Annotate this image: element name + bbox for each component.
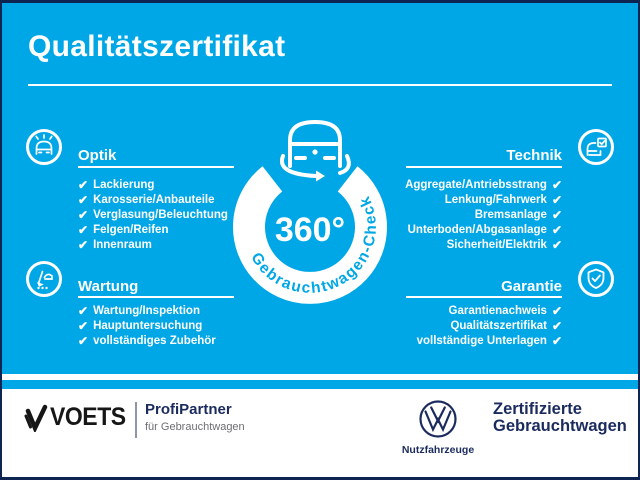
certified-line2: Gebrauchtwagen bbox=[493, 417, 627, 435]
check-icon: ✔ bbox=[551, 237, 562, 252]
garantie-heading: Garantie bbox=[501, 278, 562, 295]
checklist-item: Unterboden/Abgasanlage ✔ bbox=[362, 222, 562, 237]
360-check-badge: 360° Gebrauchtwagen-Check bbox=[233, 119, 387, 304]
voets-v-mark-icon bbox=[24, 404, 48, 432]
check-icon: ✔ bbox=[78, 333, 89, 348]
checklist-item: ✔ vollständiges Zubehör bbox=[78, 333, 216, 348]
page-title: Qualitätszertifikat bbox=[28, 30, 286, 63]
check-icon: ✔ bbox=[78, 222, 89, 237]
check-icon: ✔ bbox=[551, 303, 562, 318]
checklist-item: ✔ Wartung/Inspektion bbox=[78, 303, 216, 318]
profipartner-sublabel: für Gebrauchtwagen bbox=[145, 421, 245, 433]
checklist-item: ✔ Hauptuntersuchung bbox=[78, 318, 216, 333]
checklist-label: Sicherheit/Elektrik bbox=[446, 238, 547, 251]
checklist-item: vollständige Unterlagen ✔ bbox=[362, 333, 562, 348]
technik-underline bbox=[406, 166, 562, 168]
check-icon: ✔ bbox=[78, 303, 89, 318]
certified-label: Zertifizierte Gebrauchtwagen bbox=[493, 401, 627, 435]
frame-border-left bbox=[0, 0, 2, 480]
checklist-item: ✔ Felgen/Reifen bbox=[78, 222, 228, 237]
technik-section-icon bbox=[578, 129, 614, 165]
wartung-section-icon bbox=[26, 261, 62, 297]
vw-logo-icon bbox=[419, 400, 457, 438]
wartung-underline bbox=[78, 296, 234, 298]
checklist-item: Aggregate/Antriebsstrang ✔ bbox=[362, 177, 562, 192]
checklist-label: Felgen/Reifen bbox=[93, 223, 169, 236]
checklist-item: ✔ Verglasung/Beleuchtung bbox=[78, 207, 228, 222]
vw-wordmark: Nutzfahrzeuge bbox=[401, 444, 475, 456]
check-icon: ✔ bbox=[78, 237, 89, 252]
footer-divider bbox=[135, 402, 137, 438]
checklist-item: ✔ Innenraum bbox=[78, 237, 228, 252]
car-check-icon bbox=[586, 137, 607, 156]
checklist-item: Lenkung/Fahrwerk ✔ bbox=[362, 192, 562, 207]
check-icon: ✔ bbox=[551, 318, 562, 333]
degree-label: 360° bbox=[275, 211, 345, 249]
check-icon: ✔ bbox=[551, 177, 562, 192]
check-icon: ✔ bbox=[78, 207, 89, 222]
optik-heading: Optik bbox=[78, 147, 117, 164]
optik-checklist: ✔ Lackierung ✔ Karosserie/Anbauteile ✔ Verg… bbox=[78, 177, 228, 252]
checklist-label: Lenkung/Fahrwerk bbox=[444, 193, 547, 206]
ring-shape bbox=[233, 166, 387, 304]
check-icon: ✔ bbox=[78, 177, 89, 192]
checklist-label: Unterboden/Abgasanlage bbox=[407, 223, 547, 236]
separator-blue-stripe bbox=[0, 380, 640, 389]
certified-line1: Zertifizierte bbox=[493, 400, 582, 418]
car-rotation-icon bbox=[279, 119, 351, 182]
checklist-label: Aggregate/Antriebsstrang bbox=[405, 178, 547, 191]
checklist-label: Verglasung/Beleuchtung bbox=[93, 208, 228, 221]
optik-section-icon bbox=[26, 129, 62, 165]
car-front-icon bbox=[35, 134, 53, 155]
checklist-label: Wartung/Inspektion bbox=[93, 304, 200, 317]
wartung-checklist: ✔ Wartung/Inspektion ✔ Hauptuntersuchung ✔… bbox=[78, 303, 216, 348]
checklist-item: ✔ Karosserie/Anbauteile bbox=[78, 192, 228, 207]
checklist-label: Hauptuntersuchung bbox=[93, 319, 203, 332]
checklist-item: Qualitätszertifikat ✔ bbox=[362, 318, 562, 333]
technik-checklist: Aggregate/Antriebsstrang ✔ Lenkung/Fahrwe… bbox=[362, 177, 562, 252]
checklist-label: Lackierung bbox=[93, 178, 155, 191]
technik-heading: Technik bbox=[506, 147, 562, 164]
checklist-item: Garantienachweis ✔ bbox=[362, 303, 563, 318]
frame-border-right bbox=[638, 0, 640, 480]
voets-wordmark: VOETS bbox=[50, 402, 126, 431]
checklist-label: Garantienachweis bbox=[448, 304, 547, 317]
title-divider bbox=[28, 84, 612, 86]
checklist-label: Bremsanlage bbox=[474, 208, 547, 221]
checklist-item: Sicherheit/Elektrik ✔ bbox=[362, 237, 562, 252]
service-pencil-icon bbox=[36, 270, 53, 290]
checklist-label: Karosserie/Anbauteile bbox=[93, 193, 215, 206]
check-icon: ✔ bbox=[551, 333, 562, 348]
footer-bar: VOETS ProfiPartner für Gebrauchtwagen Nu… bbox=[0, 389, 640, 477]
checklist-label: vollständige Unterlagen bbox=[416, 334, 547, 347]
separator-white-stripe bbox=[0, 374, 640, 380]
check-icon: ✔ bbox=[551, 222, 562, 237]
garantie-checklist: Garantienachweis ✔ Qualitätszertifikat ✔ v… bbox=[362, 303, 562, 348]
checklist-label: vollständiges Zubehör bbox=[93, 334, 216, 347]
check-icon: ✔ bbox=[78, 192, 89, 207]
checklist-item: Bremsanlage ✔ bbox=[362, 207, 562, 222]
frame-border-bottom bbox=[0, 477, 640, 480]
wartung-heading: Wartung bbox=[78, 278, 139, 295]
check-icon: ✔ bbox=[551, 207, 562, 222]
checklist-label: Innenraum bbox=[93, 238, 152, 251]
shield-check-icon bbox=[587, 268, 605, 289]
checklist-item: ✔ Lackierung bbox=[78, 177, 228, 192]
frame-border-top bbox=[0, 0, 640, 3]
voets-logo: VOETS bbox=[24, 402, 132, 432]
optik-underline bbox=[78, 166, 234, 168]
profipartner-label: ProfiPartner bbox=[145, 401, 232, 418]
checklist-label: Qualitätszertifikat bbox=[450, 319, 547, 332]
garantie-underline bbox=[406, 296, 562, 298]
garantie-section-icon bbox=[578, 261, 614, 297]
check-icon: ✔ bbox=[78, 318, 89, 333]
check-icon: ✔ bbox=[551, 192, 562, 207]
